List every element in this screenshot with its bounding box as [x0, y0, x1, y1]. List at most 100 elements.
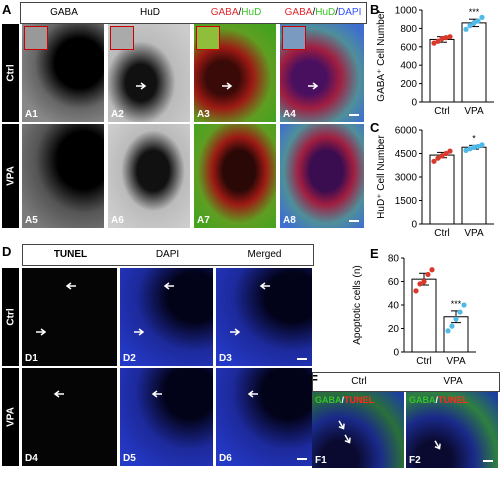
data-point [417, 281, 423, 287]
panel-d-header-bar: TUNEL DAPI Merged [22, 244, 314, 266]
data-point [445, 328, 451, 334]
scale-bar [483, 460, 493, 462]
arrow-icon [338, 420, 345, 430]
panel-letter-a: A [2, 2, 12, 17]
micrograph-d6: D6 [216, 368, 312, 466]
y-tick-label: 0 [411, 98, 417, 109]
scale-bar [297, 458, 307, 460]
arrow-icon [259, 282, 270, 290]
row-label-ctrl-d: Ctrl [2, 268, 19, 366]
tile-label: D1 [25, 353, 38, 364]
chart-c: 0 1500 3000 4500 6000 HuD⁺ Cell Number Ctrl VPA… [376, 126, 494, 239]
x-tick-label: Ctrl [416, 356, 432, 367]
data-point [443, 150, 449, 157]
data-point [471, 144, 477, 150]
x-tick-label: VPA [464, 228, 484, 239]
tile-label: D2 [123, 353, 136, 364]
row-label-vpa-d: VPA [2, 368, 19, 466]
data-point [461, 302, 467, 308]
tile-label: D6 [219, 453, 232, 464]
data-point [443, 35, 449, 41]
y-tick-label: 0 [393, 348, 399, 359]
arrow-icon [230, 328, 241, 336]
tile-label: A6 [111, 215, 124, 226]
panel-letter-e: E [370, 246, 379, 261]
data-point [471, 20, 477, 26]
data-point [463, 147, 469, 153]
header-gaba-hud: GABA/HuD [210, 7, 262, 18]
data-point [435, 155, 441, 161]
data-point [475, 18, 481, 24]
micrograph-a5: A5 [22, 124, 104, 228]
data-point [431, 40, 437, 46]
y-axis-label: GABA⁺ Cell Number [376, 10, 387, 102]
y-tick-label: 1500 [395, 196, 418, 207]
data-point [449, 323, 455, 329]
data-point [435, 38, 441, 44]
micrograph-d5: D5 [120, 368, 213, 466]
y-tick-label: 3000 [395, 173, 418, 184]
panel-a-header-bar: GABA HuD GABA/HuD GABA/HuD/DAPI [20, 2, 367, 24]
data-point [431, 158, 437, 164]
header-f-vpa: VPA [443, 376, 463, 387]
tile-label: A5 [25, 215, 38, 226]
header-tunel: TUNEL [53, 249, 88, 260]
data-point [425, 271, 431, 278]
y-tick-label: 80 [388, 254, 400, 265]
x-tick-label: VPA [446, 356, 466, 367]
data-point [453, 316, 459, 322]
header-gaba: GABA [50, 7, 78, 18]
scale-bar [349, 220, 359, 222]
bar-ctrl [429, 154, 455, 225]
tile-label: A8 [283, 215, 296, 226]
micrograph-a2: A2 [108, 24, 190, 122]
data-point [439, 35, 445, 42]
y-tick-label: 4500 [395, 149, 418, 160]
data-point [467, 146, 473, 152]
arrow-icon [434, 440, 441, 450]
micrograph-a7: A7 [194, 124, 276, 228]
arrow-icon [53, 390, 64, 398]
chart-b: 0 200 400 600 800 1000 GABA⁺ Cell Number Ctrl VP… [376, 6, 494, 117]
scale-bar [297, 358, 307, 360]
inset-box [282, 26, 306, 50]
bar-vpa [461, 146, 487, 225]
tile-label: F2 [409, 455, 421, 466]
tile-label: A4 [283, 109, 296, 120]
tile-label: D5 [123, 453, 136, 464]
overlay-label: GABA/TUNEL [409, 395, 469, 405]
tile-label: D3 [219, 353, 232, 364]
row-label-vpa-a: VPA [2, 124, 19, 228]
x-tick-label: VPA [464, 106, 484, 117]
y-tick-label: 400 [400, 61, 417, 72]
bar-vpa [461, 22, 487, 103]
tile-label: A7 [197, 215, 210, 226]
data-point [447, 148, 453, 154]
data-point [439, 153, 445, 159]
y-axis-label: HuD⁺ Cell Number [376, 135, 387, 219]
arrow-icon [163, 282, 174, 290]
panel-letter-b: B [370, 2, 380, 17]
data-point [447, 34, 453, 40]
x-tick-label: Ctrl [434, 228, 450, 239]
arrow-icon [308, 82, 319, 90]
data-point [475, 143, 481, 150]
significance-mark: * [472, 133, 476, 143]
arrow-icon [222, 82, 233, 90]
inset-box [110, 26, 134, 50]
tile-label: A3 [197, 109, 210, 120]
micrograph-a6: A6 [108, 124, 190, 228]
header-merged: Merged [247, 249, 282, 260]
micrograph-d4: D4 [22, 368, 117, 466]
y-tick-label: 600 [400, 42, 417, 53]
panel-letter-c: C [370, 120, 380, 135]
arrow-icon [136, 82, 147, 90]
panel-f-header-bar: Ctrl VPA [312, 372, 500, 392]
x-tick-label: Ctrl [434, 106, 450, 117]
inset-box [196, 26, 220, 50]
micrograph-f1: GABA/TUNEL F1 [312, 392, 404, 468]
arrow-icon [65, 282, 76, 290]
micrograph-f2: GABA/TUNEL F2 [406, 392, 498, 468]
micrograph-d2: D2 [120, 268, 213, 366]
arrow-icon [134, 328, 145, 336]
